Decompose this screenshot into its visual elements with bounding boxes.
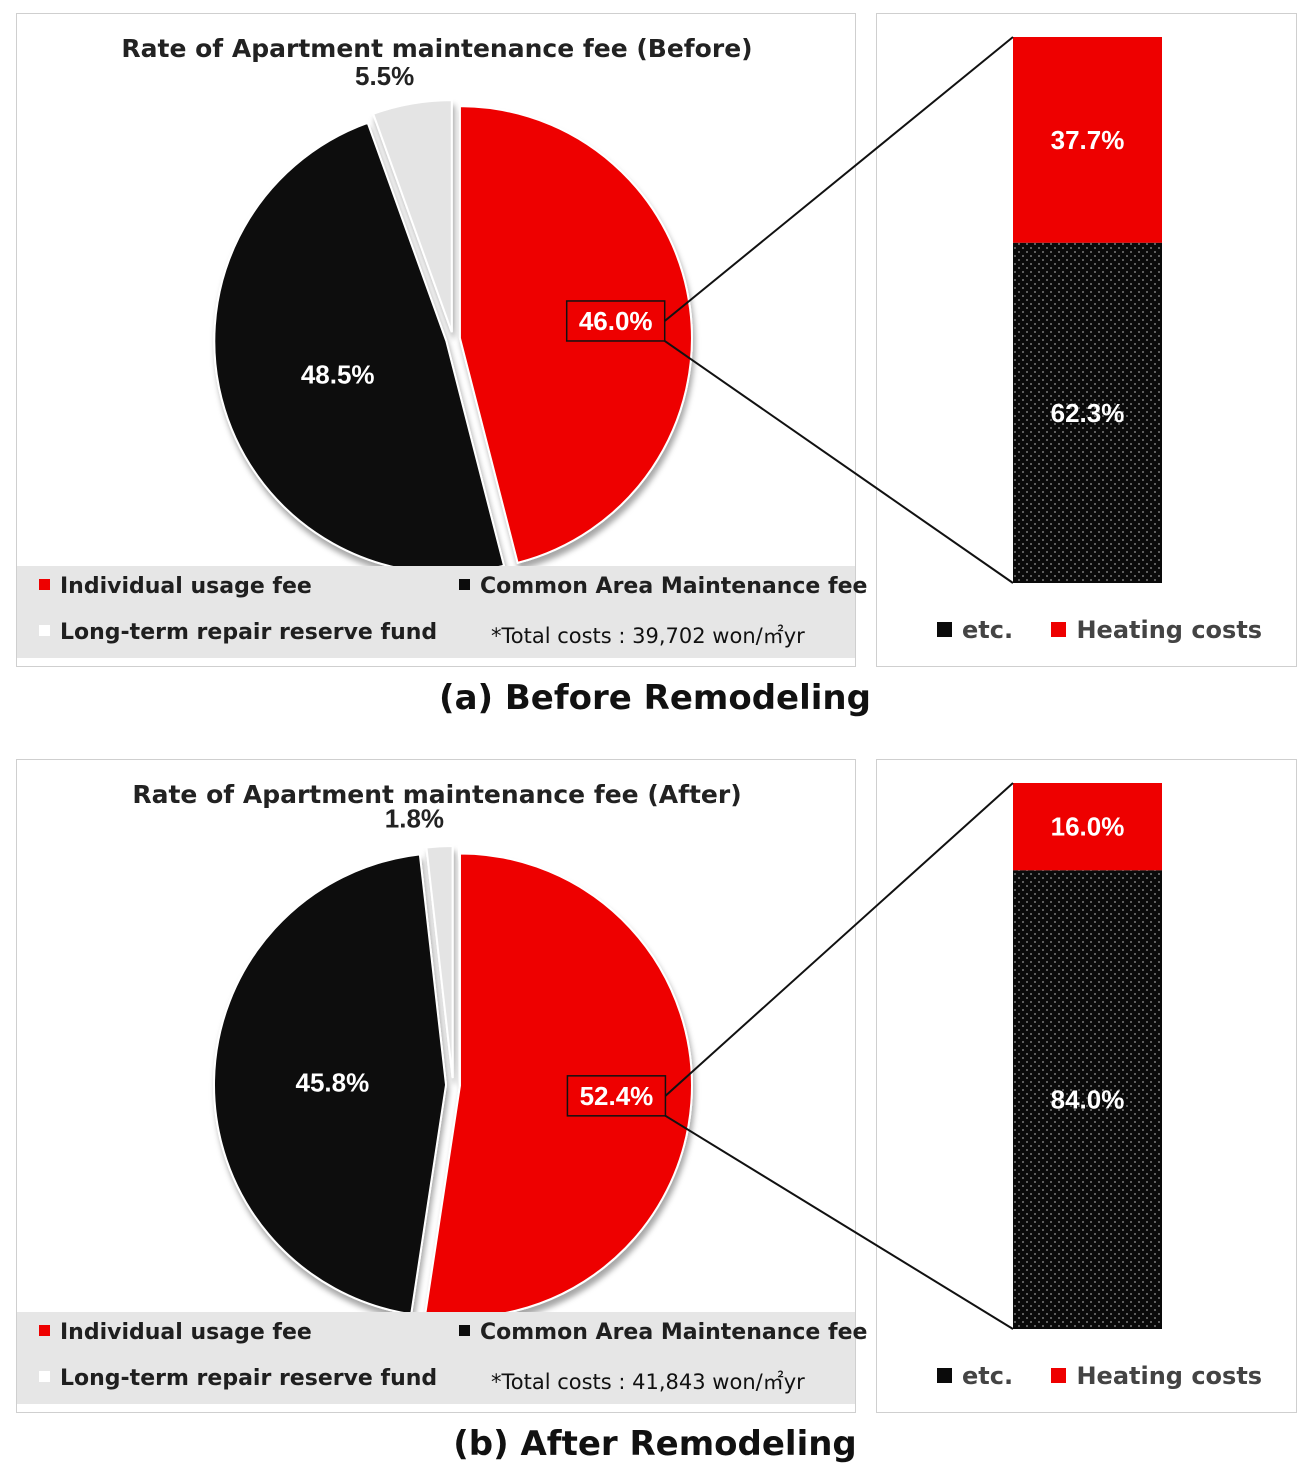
bar-legend-label-heating: Heating costs <box>1076 616 1263 644</box>
bar-legend-label-heating: Heating costs <box>1076 1362 1263 1390</box>
bar-label-heating: 16.0% <box>1051 812 1125 842</box>
pie-label-individual: 46.0% <box>579 306 653 336</box>
bar-label-heating: 37.7% <box>1051 125 1125 155</box>
bar-segment-etc <box>1013 870 1162 1329</box>
bar-segment-heating <box>1013 783 1162 871</box>
legend-label-common: Common Area Maintenance fee <box>480 574 868 599</box>
bar-panel-before: 37.7% 62.3% etc. Heating costs <box>876 13 1297 667</box>
bar-panel-after: 16.0% 84.0% etc. Heating costs <box>876 759 1297 1413</box>
pie-slice-common <box>213 121 506 566</box>
legend-label-individual: Individual usage fee <box>60 574 312 599</box>
pie-slice-reserve <box>425 845 454 1079</box>
legend-item-individual: Individual usage fee <box>39 1320 312 1345</box>
legend-after: Individual usage fee Common Area Mainten… <box>17 1312 867 1404</box>
stacked-bar-after: 16.0% 84.0% <box>1013 783 1162 1329</box>
legend-item-individual: Individual usage fee <box>39 574 312 599</box>
pie-chart-after: 52.4% 45.8% 1.8% <box>213 803 693 1312</box>
pie-label-individual: 52.4% <box>580 1081 654 1111</box>
bar-segment-heating <box>1013 37 1162 243</box>
legend-label-reserve: Long-term repair reserve fund <box>60 1366 438 1391</box>
pie-label-reserve: 1.8% <box>385 803 444 833</box>
pie-label-common: 48.5% <box>301 359 375 389</box>
bar-legend-swatch-heating <box>1051 622 1067 637</box>
bar-legend-item-etc: etc. <box>937 616 1013 644</box>
bar-label-etc: 62.3% <box>1051 398 1125 428</box>
pie-label-common: 45.8% <box>296 1068 370 1098</box>
bar-legend-item-heating: Heating costs <box>1051 1362 1262 1390</box>
bar-legend-swatch-etc <box>937 622 952 637</box>
bar-label-etc: 84.0% <box>1051 1085 1125 1115</box>
bar-legend-swatch-etc <box>937 1368 952 1383</box>
bar-legend-item-heating: Heating costs <box>1051 616 1262 644</box>
caption-after: (b) After Remodeling <box>453 1424 857 1464</box>
pie-panel-before: Rate of Apartment maintenance fee (Befor… <box>16 13 867 667</box>
pie-slice-common <box>213 853 448 1312</box>
legend-swatch-individual <box>39 579 50 590</box>
pie-slice-individual <box>458 105 693 565</box>
total-costs-note: *Total costs : 39,702 won/㎡yr <box>491 624 805 648</box>
chart-title-after: Rate of Apartment maintenance fee (After… <box>132 780 742 809</box>
legend-label-individual: Individual usage fee <box>60 1320 312 1345</box>
bar-legend-after: etc. Heating costs <box>937 1362 1292 1390</box>
pie-label-reserve: 5.5% <box>355 61 414 91</box>
legend-swatch-reserve <box>39 1371 50 1382</box>
legend-item-common: Common Area Maintenance fee <box>459 574 867 599</box>
legend-item-reserve: Long-term repair reserve fund <box>39 1366 437 1391</box>
pie-panel-after: Rate of Apartment maintenance fee (After… <box>16 759 867 1413</box>
legend-before: Individual usage fee Common Area Mainten… <box>17 566 867 658</box>
bar-legend-swatch-heating <box>1051 1368 1067 1383</box>
pie-chart-before: 46.0% 48.5% 5.5% <box>213 61 693 566</box>
legend-swatch-individual <box>39 1325 50 1336</box>
bar-segment-etc <box>1013 242 1162 584</box>
bar-legend-before: etc. Heating costs <box>937 616 1292 644</box>
bar-legend-label-etc: etc. <box>962 1362 1014 1390</box>
pie-slice-reserve <box>371 99 453 333</box>
stacked-bar-before: 37.7% 62.3% <box>1013 37 1162 584</box>
legend-item-reserve: Long-term repair reserve fund <box>39 620 437 645</box>
bar-legend-label-etc: etc. <box>962 616 1014 644</box>
total-costs-note: *Total costs : 41,843 won/㎡yr <box>491 1370 805 1394</box>
caption-before: (a) Before Remodeling <box>439 678 871 718</box>
legend-swatch-common <box>459 1325 470 1336</box>
legend-label-reserve: Long-term repair reserve fund <box>60 620 438 645</box>
bar-legend-item-etc: etc. <box>937 1362 1013 1390</box>
chart-title-before: Rate of Apartment maintenance fee (Befor… <box>121 34 753 63</box>
legend-swatch-reserve <box>39 625 50 636</box>
legend-label-common: Common Area Maintenance fee <box>480 1320 868 1345</box>
legend-swatch-common <box>459 579 470 590</box>
pie-slice-individual <box>424 852 693 1312</box>
legend-item-common: Common Area Maintenance fee <box>459 1320 867 1345</box>
